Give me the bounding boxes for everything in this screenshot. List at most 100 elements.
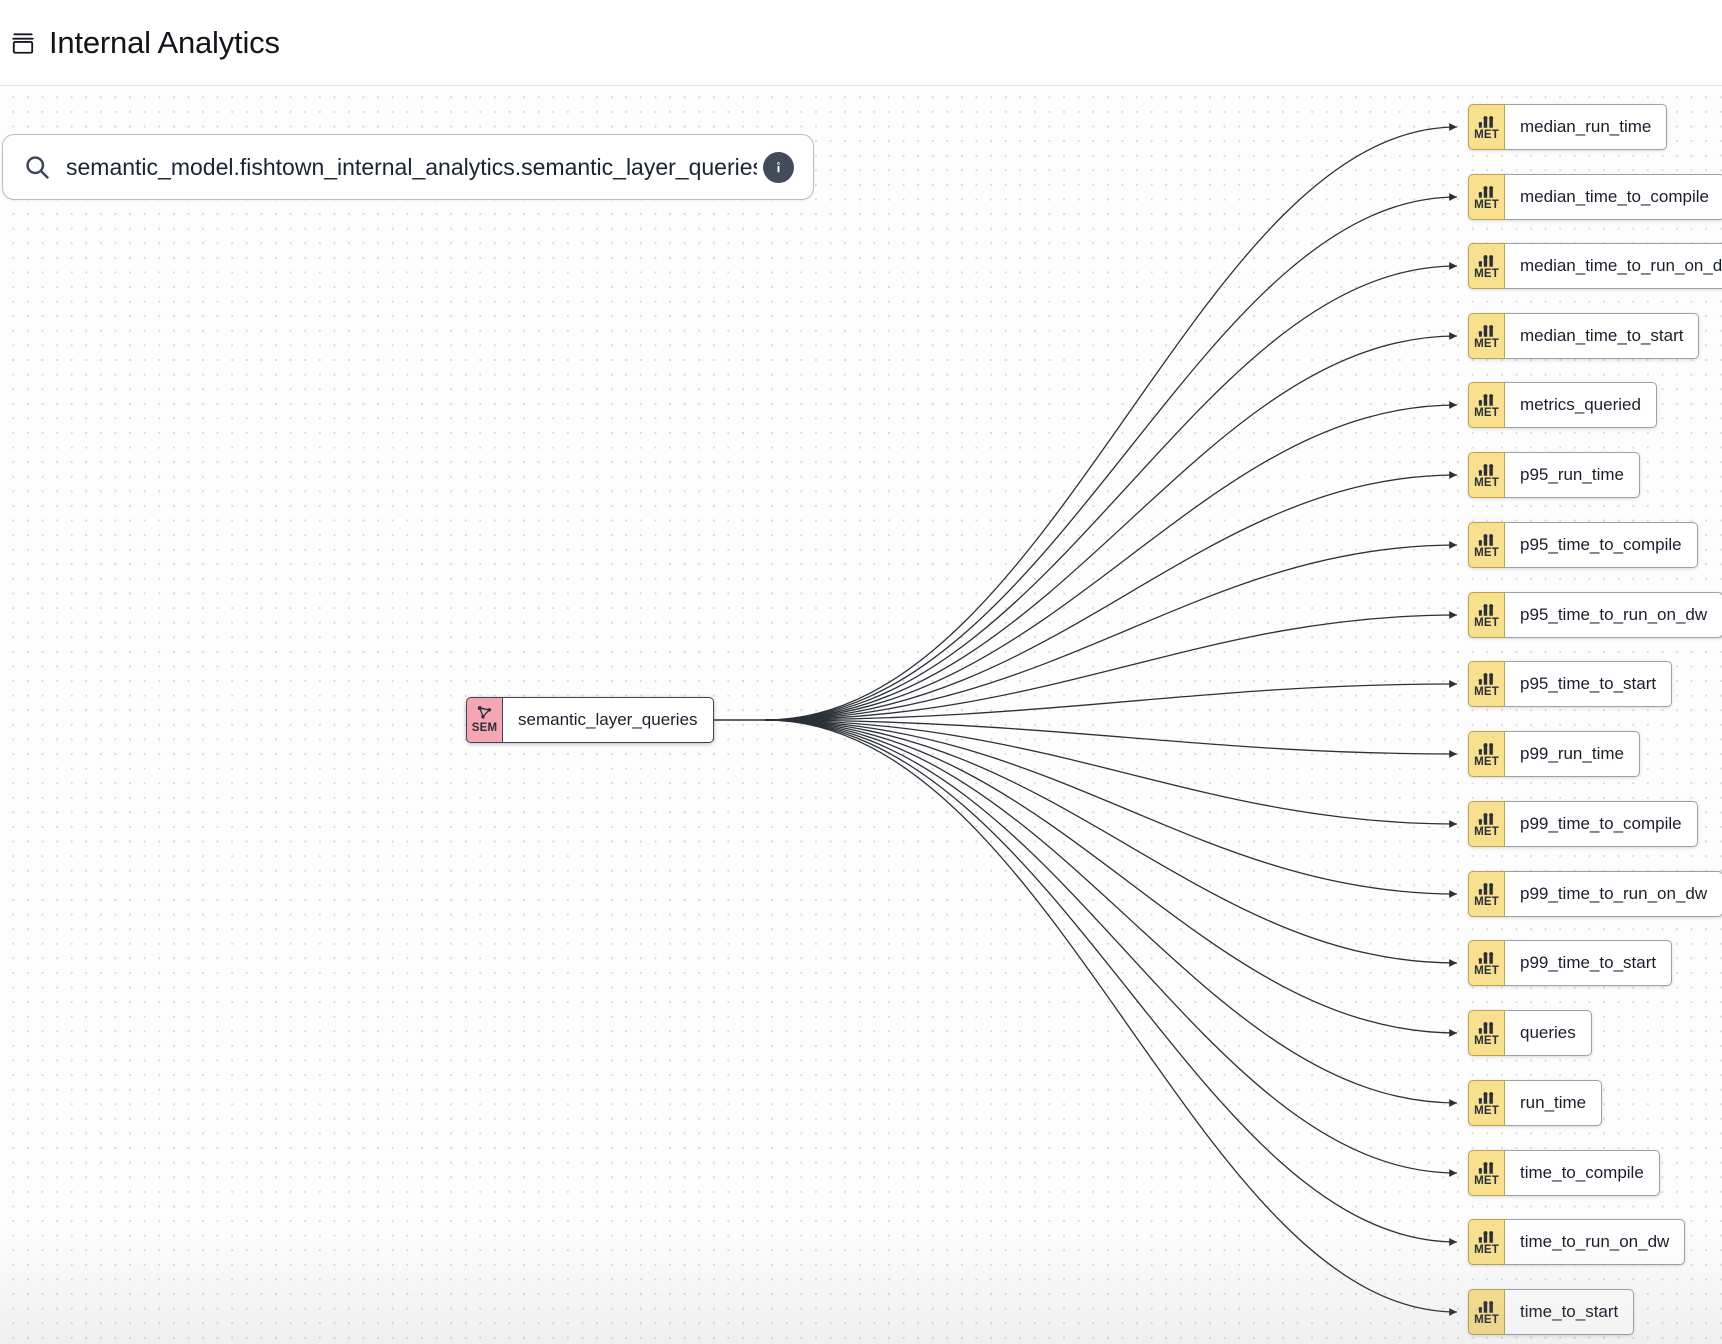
node-type-label: MET (1474, 896, 1499, 909)
node-label: p99_time_to_run_on_dw (1505, 871, 1722, 917)
bar-chart-icon (1478, 879, 1496, 896)
graph-node-metric[interactable]: MET time_to_run_on_dw (1468, 1219, 1686, 1265)
node-type-label: MET (1474, 268, 1499, 281)
node-type-label: MET (1474, 338, 1499, 351)
lineage-edges (675, 123, 1458, 1316)
lineage-edge (764, 262, 1458, 721)
graph-node-metric[interactable]: MET p99_time_to_run_on_dw (1468, 871, 1722, 917)
lineage-edge (764, 719, 1458, 1177)
metric-badge: MET (1468, 592, 1505, 638)
metric-badge: MET (1468, 1289, 1505, 1335)
info-icon[interactable] (763, 151, 794, 183)
graph-node-metric[interactable]: MET median_time_to_compile (1468, 174, 1722, 220)
metric-badge: MET (1468, 104, 1505, 150)
lineage-edge (764, 332, 1458, 721)
bar-chart-icon (1478, 669, 1496, 686)
lineage-edge (764, 719, 1458, 758)
node-label: median_run_time (1505, 104, 1668, 150)
lineage-edge (764, 401, 1458, 721)
graph-node-semantic-model[interactable]: SEM semantic_layer_queries (466, 697, 714, 743)
metric-badge: MET (1468, 801, 1505, 847)
node-type-label: MET (1474, 407, 1499, 420)
metric-badge: MET (1468, 313, 1505, 359)
graph-node-metric[interactable]: MET p99_run_time (1468, 731, 1640, 777)
lineage-edge (764, 719, 1458, 1316)
node-type-label: MET (1474, 199, 1499, 212)
node-label: p95_run_time (1505, 452, 1640, 498)
bar-chart-icon (1478, 1018, 1496, 1035)
search-input[interactable] (66, 153, 757, 181)
bar-chart-icon (1478, 948, 1496, 965)
lineage-canvas[interactable]: SEM semantic_layer_queries MET median_run_t… (0, 86, 1722, 1344)
node-label: p95_time_to_compile (1505, 522, 1698, 568)
lineage-edge (764, 680, 1458, 721)
node-label: p99_time_to_compile (1505, 801, 1698, 847)
graph-node-metric[interactable]: MET metrics_queried (1468, 382, 1657, 428)
graph-node-metric[interactable]: MET p95_time_to_start (1468, 661, 1673, 707)
graph-node-metric[interactable]: MET time_to_compile (1468, 1150, 1660, 1196)
graph-node-metric[interactable]: MET median_time_to_run_on_dw (1468, 243, 1722, 289)
node-type-label: SEM (471, 722, 498, 735)
database-table-icon (8, 28, 38, 58)
node-label: time_to_run_on_dw (1505, 1219, 1686, 1265)
node-type-label: MET (1474, 547, 1499, 560)
lineage-edge (764, 541, 1458, 721)
node-label: p95_time_to_start (1505, 661, 1673, 707)
lineage-edge (764, 471, 1458, 721)
graph-node-metric[interactable]: MET p95_time_to_run_on_dw (1468, 592, 1722, 638)
lineage-edge (764, 611, 1458, 721)
metric-badge: MET (1468, 382, 1505, 428)
node-label: p99_run_time (1505, 731, 1640, 777)
search-bar[interactable] (2, 134, 814, 200)
node-type-label: MET (1474, 965, 1499, 978)
metric-badge: MET (1468, 940, 1505, 986)
bar-chart-icon (1478, 739, 1496, 756)
metric-badge: MET (1468, 1080, 1505, 1126)
lineage-edge (764, 719, 1458, 1246)
metric-badge: MET (1468, 522, 1505, 568)
node-label: queries (1505, 1010, 1592, 1056)
bar-chart-icon (1478, 1158, 1496, 1175)
bar-chart-icon (1478, 600, 1496, 617)
graph-node-metric[interactable]: MET run_time (1468, 1080, 1603, 1126)
node-type-label: MET (1474, 756, 1499, 769)
bar-chart-icon (1478, 460, 1496, 477)
semantic-model-badge: SEM (466, 697, 503, 743)
graph-node-metric[interactable]: MET p99_time_to_start (1468, 940, 1673, 986)
graph-node-metric[interactable]: MET p99_time_to_compile (1468, 801, 1698, 847)
node-type-label: MET (1474, 686, 1499, 699)
page-title: Internal Analytics (49, 25, 280, 60)
bar-chart-icon (1478, 809, 1496, 826)
node-label: run_time (1505, 1080, 1603, 1126)
lineage-edge (764, 719, 1458, 1037)
metric-badge: MET (1468, 1219, 1505, 1265)
node-label: time_to_start (1505, 1289, 1635, 1335)
lineage-edge (764, 719, 1458, 1107)
search-icon (22, 152, 52, 182)
lineage-edge (764, 719, 1458, 898)
graph-node-metric[interactable]: MET median_time_to_start (1468, 313, 1700, 359)
metric-badge: MET (1468, 1010, 1505, 1056)
bar-chart-icon (1478, 530, 1496, 547)
graph-node-metric[interactable]: MET time_to_start (1468, 1289, 1635, 1335)
metric-badge: MET (1468, 871, 1505, 917)
node-label: metrics_queried (1505, 382, 1657, 428)
node-type-label: MET (1474, 1035, 1499, 1048)
bar-chart-icon (1478, 251, 1496, 268)
lineage-edge (764, 719, 1458, 828)
graph-node-metric[interactable]: MET queries (1468, 1010, 1592, 1056)
graph-node-metric[interactable]: MET median_run_time (1468, 104, 1668, 150)
graph-node-metric[interactable]: MET p95_time_to_compile (1468, 522, 1698, 568)
graph-node-metric[interactable]: MET p95_run_time (1468, 452, 1640, 498)
node-label: p99_time_to_start (1505, 940, 1673, 986)
lineage-edge (764, 193, 1458, 721)
node-type-label: MET (1474, 1244, 1499, 1257)
lineage-edge (764, 123, 1458, 721)
node-type-label: MET (1474, 1175, 1499, 1188)
node-type-label: MET (1474, 129, 1499, 142)
semantic-model-icon (475, 705, 494, 721)
metric-badge: MET (1468, 452, 1505, 498)
node-label: median_time_to_start (1505, 313, 1700, 359)
metric-badge: MET (1468, 243, 1505, 289)
